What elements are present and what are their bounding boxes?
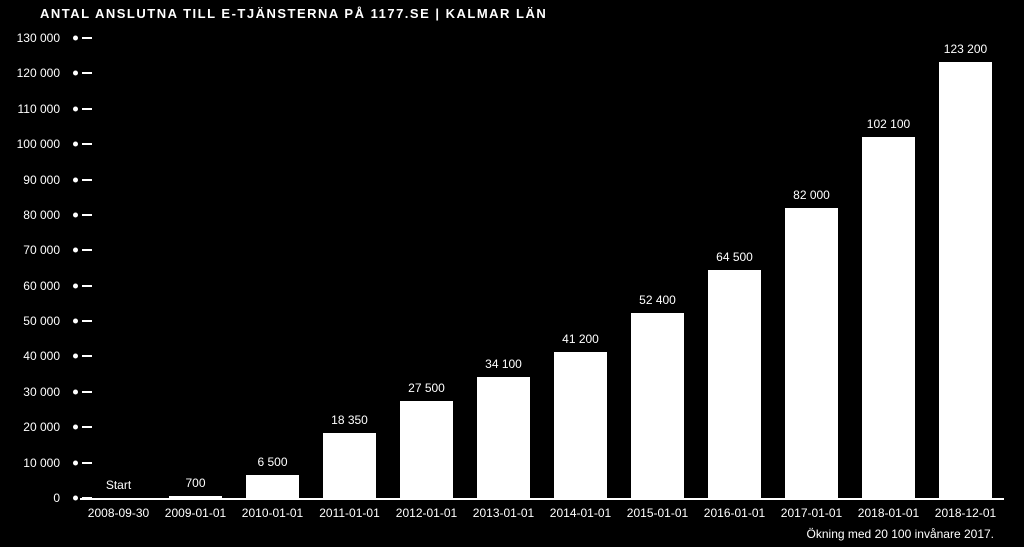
chart-area: 0 10 000 20 000 30 000 40 000 50 000 60 000 70 … — [0, 30, 1024, 520]
bar — [554, 352, 606, 498]
x-axis-tick-label: 2017-01-01 — [781, 506, 842, 520]
plot-area: Start 700 6 500 18 350 27 500 34 100 41 200 52 … — [80, 38, 1004, 498]
x-axis-tick-label: 2012-01-01 — [396, 506, 457, 520]
y-axis-tick-label: 20 000 — [0, 420, 60, 434]
bar — [862, 137, 914, 498]
y-axis-tick-dot — [73, 389, 78, 394]
bar-value-label: 6 500 — [246, 455, 298, 469]
y-axis-tick-label: 50 000 — [0, 314, 60, 328]
y-axis-tick-label: 90 000 — [0, 173, 60, 187]
bar — [708, 270, 760, 498]
y-axis-tick-dot — [73, 106, 78, 111]
bar-group: 52 400 — [631, 38, 683, 498]
bar — [939, 62, 991, 498]
bar-group: 123 200 — [939, 38, 991, 498]
y-axis-tick-label: 0 — [0, 491, 60, 505]
x-axis-line — [80, 498, 1004, 500]
y-axis-tick-dot — [73, 319, 78, 324]
y-axis-tick-dot — [73, 177, 78, 182]
x-axis-tick-label: 2015-01-01 — [627, 506, 688, 520]
y-axis-tick-label: 10 000 — [0, 456, 60, 470]
y-axis-tick-dot — [73, 142, 78, 147]
x-axis-tick-label: 2014-01-01 — [550, 506, 611, 520]
y-axis-tick-label: 120 000 — [0, 66, 60, 80]
y-axis-tick-label: 40 000 — [0, 349, 60, 363]
bar — [477, 377, 529, 498]
y-axis-tick-label: 130 000 — [0, 31, 60, 45]
bar — [400, 401, 452, 498]
y-axis-tick-dot — [73, 425, 78, 430]
bar-value-label: 102 100 — [862, 117, 914, 131]
bar-group: 82 000 — [785, 38, 837, 498]
x-axis-tick-label: 2018-01-01 — [858, 506, 919, 520]
bar-group: 34 100 — [477, 38, 529, 498]
bar — [323, 433, 375, 498]
bar-value-label: Start — [92, 478, 144, 492]
y-axis-tick-label: 60 000 — [0, 279, 60, 293]
chart-footnote: Ökning med 20 100 invånare 2017. — [807, 527, 994, 541]
bar-value-label: 700 — [169, 476, 221, 490]
y-axis-tick-dot — [73, 36, 78, 41]
bar-group: 41 200 — [554, 38, 606, 498]
y-axis-tick-dot — [73, 248, 78, 253]
x-axis-tick-label: 2018-12-01 — [935, 506, 996, 520]
chart-title: ANTAL ANSLUTNA TILL E-TJÄNSTERNA PÅ 1177… — [40, 6, 547, 21]
bar-value-label: 34 100 — [477, 357, 529, 371]
bar-value-label: 52 400 — [631, 293, 683, 307]
x-axis-tick-label: 2013-01-01 — [473, 506, 534, 520]
y-axis-tick-label: 110 000 — [0, 102, 60, 116]
y-axis-tick-label: 70 000 — [0, 243, 60, 257]
x-axis-tick-label: 2009-01-01 — [165, 506, 226, 520]
y-axis-tick-dot — [73, 283, 78, 288]
bar-group: 700 — [169, 38, 221, 498]
bar-value-label: 123 200 — [939, 42, 991, 56]
bar — [785, 208, 837, 498]
y-axis-tick-label: 80 000 — [0, 208, 60, 222]
bar-value-label: 82 000 — [785, 188, 837, 202]
bar — [631, 313, 683, 498]
bar-group: 27 500 — [400, 38, 452, 498]
bar-group: 64 500 — [708, 38, 760, 498]
bar-value-label: 64 500 — [708, 250, 760, 264]
x-axis-tick-label: 2008-09-30 — [88, 506, 149, 520]
y-axis-tick-dot — [73, 71, 78, 76]
y-axis-tick-dot — [73, 460, 78, 465]
bar-value-label: 27 500 — [400, 381, 452, 395]
y-axis-tick-dot — [73, 496, 78, 501]
bar — [246, 475, 298, 498]
bar-group: Start — [92, 38, 144, 498]
x-axis-tick-label: 2010-01-01 — [242, 506, 303, 520]
y-axis-tick-label: 30 000 — [0, 385, 60, 399]
bar-group: 18 350 — [323, 38, 375, 498]
x-axis-tick-label: 2011-01-01 — [319, 506, 380, 520]
y-axis-tick-label: 100 000 — [0, 137, 60, 151]
bar-value-label: 41 200 — [554, 332, 606, 346]
bar-value-label: 18 350 — [323, 413, 375, 427]
y-axis-tick-dot — [73, 212, 78, 217]
y-axis-tick-dot — [73, 354, 78, 359]
bar-group: 102 100 — [862, 38, 914, 498]
bar-group: 6 500 — [246, 38, 298, 498]
x-axis-tick-label: 2016-01-01 — [704, 506, 765, 520]
